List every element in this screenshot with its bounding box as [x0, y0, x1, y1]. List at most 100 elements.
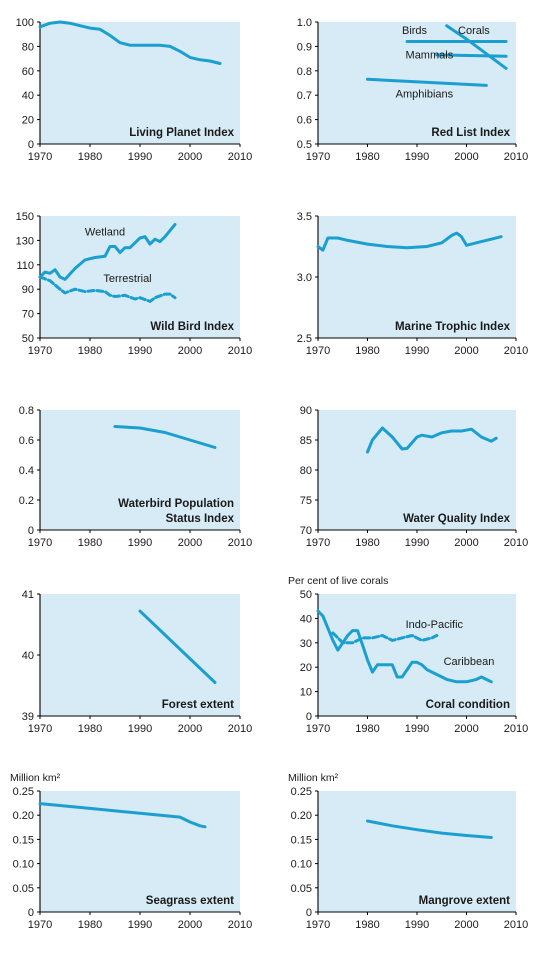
x-tick-label: 2010 — [228, 919, 252, 931]
y-tick-label: 90 — [22, 284, 34, 296]
x-tick-label: 1990 — [405, 151, 429, 163]
x-tick-label: 1980 — [78, 723, 102, 735]
series-line-1 — [113, 425, 217, 449]
x-tick-label: 2000 — [178, 919, 202, 931]
y-tick-label: 75 — [300, 495, 312, 507]
y-tick-label: 0 — [28, 907, 34, 919]
x-tick-label: 2010 — [504, 151, 528, 163]
chart-waterbird-population-status-index: 1970 1980 1990 2000 2010 0 0.2 0.4 0.6 0.8 Waterbi… — [19, 405, 253, 549]
y-tick-label: 3.5 — [297, 211, 312, 223]
y-tick-label: 40 — [300, 613, 312, 625]
chart-marine-trophic-index: 1970 1980 1990 2000 2010 2.5 3.0 3.5 Marine Trop… — [297, 211, 529, 357]
y-tick-label: 50 — [22, 333, 34, 345]
y-tick-label: 0.15 — [13, 834, 34, 846]
x-tick-label: 1990 — [128, 723, 152, 735]
y-tick-label: 60 — [22, 66, 34, 78]
y-tick-label: 1.0 — [297, 17, 312, 29]
y-tick-label: 0.05 — [13, 883, 34, 895]
series-line-1 — [38, 20, 222, 65]
x-tick-label: 1990 — [128, 151, 152, 163]
x-tick-label: 2000 — [454, 345, 478, 357]
y-tick-label: 0.20 — [13, 810, 34, 822]
series-label: Terrestrial — [103, 273, 151, 285]
series-line-1 — [138, 609, 217, 684]
y-tick-label: 3.0 — [297, 272, 312, 284]
x-tick-label: 2000 — [178, 345, 202, 357]
y-tick-label: 0.20 — [291, 810, 312, 822]
chart-title: Wild Bird Index — [150, 321, 234, 333]
series-line-1 — [316, 231, 503, 252]
series-line-mammals — [435, 53, 508, 58]
y-tick-label: 0 — [306, 711, 312, 723]
plot-area — [318, 216, 516, 338]
chart-title: Status Index — [166, 513, 235, 525]
chart-mangrove-extent: 1970 1980 1990 2000 2010 0 0.05 0.10 0.15 0.20 0.2… — [288, 772, 528, 931]
y-tick-label: 0.4 — [19, 465, 34, 477]
series-line-1 — [366, 426, 498, 454]
y-tick-label: 80 — [22, 41, 34, 53]
series-label: Caribbean — [444, 656, 495, 668]
y-tick-label: 0.05 — [291, 883, 312, 895]
plot-area — [40, 594, 240, 716]
x-tick-label: 1990 — [405, 723, 429, 735]
x-tick-label: 1990 — [405, 537, 429, 549]
chart-title: Water Quality Index — [403, 513, 511, 525]
y-tick-label: 0.8 — [19, 405, 34, 417]
chart-wild-bird-index: 1970 1980 1990 2000 2010 50 70 90 110 130 150 Wetla… — [16, 211, 253, 357]
chart-living-planet-index: 1970 1980 1990 2000 2010 0 20 40 60 80 100 Living P… — [16, 17, 253, 163]
x-tick-label: 1990 — [128, 919, 152, 931]
x-tick-label: 1970 — [306, 151, 330, 163]
y-tick-label: 85 — [300, 435, 312, 447]
x-tick-label: 2000 — [454, 537, 478, 549]
y-tick-label: 100 — [16, 17, 34, 29]
y-tick-label: 0.10 — [291, 859, 312, 871]
y-tick-label: 39 — [22, 711, 34, 723]
y-tick-label: 110 — [16, 260, 34, 272]
y-tick-label: 0.15 — [291, 834, 312, 846]
y-tick-label: 20 — [300, 662, 312, 674]
series-line-1 — [38, 802, 207, 829]
x-tick-label: 1980 — [355, 723, 379, 735]
chart-title: Coral condition — [426, 699, 510, 711]
y-tick-label: 80 — [300, 465, 312, 477]
y-tick-label: 0.6 — [297, 115, 312, 127]
plot-area — [40, 216, 240, 338]
x-tick-label: 2000 — [454, 151, 478, 163]
y-tick-label: 30 — [300, 638, 312, 650]
x-tick-label: 2010 — [504, 723, 528, 735]
y-tick-label: 0.25 — [291, 786, 312, 798]
y-tick-label: 0 — [28, 139, 34, 151]
y-tick-label: 70 — [22, 309, 34, 321]
x-tick-label: 2010 — [504, 537, 528, 549]
y-tick-label: 0 — [306, 907, 312, 919]
x-tick-label: 2000 — [454, 919, 478, 931]
y-tick-label: 90 — [300, 405, 312, 417]
series-label: Wetland — [85, 227, 125, 239]
y-tick-label: 0.5 — [297, 139, 312, 151]
x-tick-label: 2000 — [454, 723, 478, 735]
y-tick-label: 150 — [16, 211, 34, 223]
chart-water-quality-index: 1970 1980 1990 2000 2010 70 75 80 85 90 Water Qual… — [300, 405, 528, 549]
series-line-corals — [445, 24, 508, 70]
series-line-indo-pacific — [331, 631, 439, 645]
x-tick-label: 2010 — [504, 345, 528, 357]
x-tick-label: 2000 — [178, 151, 202, 163]
plot-area — [318, 791, 516, 912]
x-tick-label: 1970 — [28, 723, 52, 735]
x-tick-label: 2010 — [228, 537, 252, 549]
chart-title: Red List Index — [431, 127, 510, 139]
chart-coral-condition: 1970 1980 1990 2000 2010 0 10 20 30 40 50 Per cent … — [288, 575, 528, 735]
y-tick-label: 0.10 — [13, 859, 34, 871]
y-tick-label: 2.5 — [297, 333, 312, 345]
x-tick-label: 1990 — [405, 345, 429, 357]
x-tick-label: 1980 — [355, 919, 379, 931]
plot-area — [318, 410, 516, 530]
x-tick-label: 1980 — [355, 345, 379, 357]
x-tick-label: 1980 — [78, 345, 102, 357]
series-line-amphibians — [366, 77, 488, 87]
series-label: Mammals — [406, 50, 454, 62]
chart-title: Mangrove extent — [419, 895, 511, 907]
x-tick-label: 1970 — [306, 723, 330, 735]
